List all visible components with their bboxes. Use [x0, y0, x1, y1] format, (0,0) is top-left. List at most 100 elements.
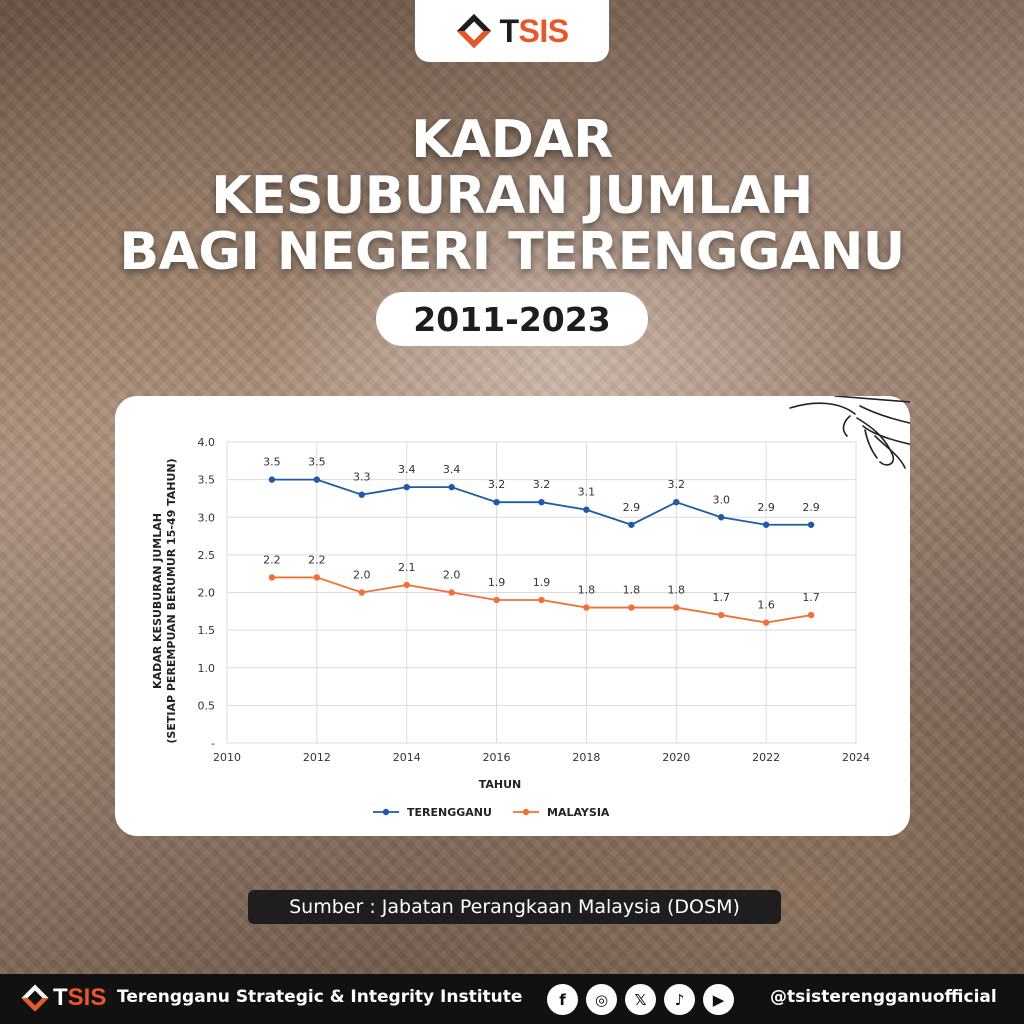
data-point: [448, 483, 455, 491]
instagram-icon[interactable]: ◎: [586, 984, 617, 1015]
data-point: [268, 476, 276, 483]
data-label: 1.9: [533, 576, 551, 589]
chart-axes: - 0.5 1.0 1.5 2.0 2.5 3.0 3.5 4.0 2010 2012 2014 201…: [198, 436, 871, 764]
y-tick-label: 1.0: [198, 662, 216, 675]
x-icon[interactable]: 𝕏: [625, 984, 656, 1015]
data-label: 3.1: [578, 486, 596, 499]
data-point: [762, 619, 770, 626]
y-tick-label: 4.0: [198, 436, 216, 449]
footer-org-name: Terengganu Strategic & Integrity Institu…: [117, 987, 523, 1007]
y-tick-label: 1.5: [198, 624, 216, 637]
data-point: [538, 596, 545, 604]
x-tick-label: 2014: [393, 751, 421, 764]
footer-bar: TSIS Terengganu Strategic & Integrity In…: [0, 974, 1024, 1024]
year-range-badge: 2011-2023: [376, 292, 648, 346]
title-line-1: KADAR: [411, 110, 613, 170]
x-tick-label: 2016: [483, 751, 511, 764]
header-logo: TSIS: [415, 0, 609, 62]
footer-logo-wordmark: TSIS: [53, 984, 107, 1011]
title-line-2: KESUBURAN JUMLAH: [211, 166, 813, 226]
social-links: f ◎ 𝕏 ♪ ▶: [547, 984, 734, 1015]
data-point: [762, 521, 770, 528]
data-label: 3.2: [668, 478, 686, 491]
social-handle[interactable]: @tsisterengganuofficial: [770, 987, 997, 1007]
data-point: [583, 506, 590, 513]
data-point: [493, 596, 500, 604]
data-point: [493, 499, 500, 506]
y-tick-label: 2.0: [198, 587, 216, 600]
data-label: 2.0: [443, 569, 461, 582]
line-chart: - 0.5 1.0 1.5 2.0 2.5 3.0 3.5 4.0 2010 2012 2014 201…: [151, 396, 910, 819]
chart-series: [268, 476, 815, 626]
data-point: [403, 581, 410, 589]
data-point: [358, 589, 365, 596]
legend-label: TERENGGANU: [407, 806, 492, 819]
y-tick-label: 0.5: [198, 699, 216, 712]
facebook-icon[interactable]: f: [547, 984, 578, 1015]
x-tick-label: 2022: [752, 751, 780, 764]
data-point: [538, 499, 545, 506]
data-label: 1.8: [623, 584, 641, 597]
x-tick-label: 2024: [842, 751, 870, 764]
data-point: [358, 491, 365, 498]
data-point: [448, 589, 455, 596]
x-axis-title: TAHUN: [479, 778, 522, 791]
data-label: 2.2: [263, 553, 281, 566]
data-point: [628, 604, 635, 611]
page-title: KADAR KESUBURAN JUMLAH BAGI NEGERI TEREN…: [40, 112, 984, 280]
data-point: [718, 514, 725, 521]
tsis-logo-icon: [457, 13, 492, 49]
title-line-3: BAGI NEGERI TERENGGANU: [119, 222, 905, 282]
chart-legend: TERENGGANU MALAYSIA: [373, 806, 610, 819]
logo-wordmark: TSIS: [499, 12, 569, 49]
source-note: Sumber : Jabatan Perangkaan Malaysia (DO…: [248, 890, 781, 924]
data-label: 1.7: [712, 591, 730, 604]
tiktok-icon[interactable]: ♪: [664, 984, 695, 1015]
data-point: [313, 476, 321, 483]
footer-logo: TSIS: [20, 983, 106, 1013]
data-label: 3.4: [443, 463, 461, 476]
data-point: [403, 483, 410, 491]
data-label: 3.2: [533, 478, 551, 491]
x-tick-label: 2010: [213, 751, 241, 764]
x-tick-label: 2018: [572, 751, 600, 764]
y-tick-label: 2.5: [198, 549, 216, 562]
data-label: 1.9: [488, 576, 506, 589]
y-axis-subtitle: (SETIAP PEREMPUAN BERUMUR 15-49 TAHUN): [165, 458, 178, 743]
data-label: 2.0: [353, 569, 371, 582]
data-label: 2.9: [757, 501, 775, 514]
y-tick-label: 3.0: [198, 511, 216, 524]
chart-data-labels: 3.5 3.5 3.3 3.4 3.4 3.2 3.2 3.1 2.9 3.2 3.0 2.9 2.9 2…: [263, 456, 820, 612]
youtube-icon[interactable]: ▶: [703, 984, 734, 1015]
data-point: [673, 499, 680, 506]
data-label: 1.6: [757, 599, 775, 612]
data-label: 3.4: [398, 463, 416, 476]
data-label: 3.2: [488, 478, 506, 491]
legend-label: MALAYSIA: [547, 806, 610, 819]
chart-grid: [226, 441, 857, 744]
y-tick-label: 3.5: [198, 474, 216, 487]
tsis-logo-icon: [21, 984, 49, 1012]
data-label: 1.8: [668, 584, 686, 597]
x-tick-label: 2012: [303, 751, 331, 764]
data-point: [673, 604, 680, 611]
data-point: [628, 521, 635, 528]
data-point: [583, 604, 590, 611]
x-tick-label: 2020: [662, 751, 690, 764]
data-label: 2.2: [308, 553, 326, 566]
data-label: 1.8: [578, 584, 596, 597]
data-point: [807, 611, 815, 619]
data-point: [718, 611, 725, 619]
chart-card: - 0.5 1.0 1.5 2.0 2.5 3.0 3.5 4.0 2010 2012 2014 201…: [115, 396, 910, 836]
data-label: 3.0: [712, 493, 730, 506]
hands-illustration: [789, 396, 910, 469]
data-label: 2.9: [623, 501, 641, 514]
data-label: 2.1: [398, 561, 416, 574]
legend-swatch-dot: [522, 808, 530, 816]
legend-swatch-dot: [382, 808, 390, 816]
y-tick-label: -: [211, 737, 215, 750]
data-point: [268, 574, 276, 581]
data-label: 1.7: [802, 591, 820, 604]
data-label: 2.9: [802, 501, 820, 514]
y-axis-title: KADAR KESUBURAN JUMLAH: [151, 513, 164, 689]
